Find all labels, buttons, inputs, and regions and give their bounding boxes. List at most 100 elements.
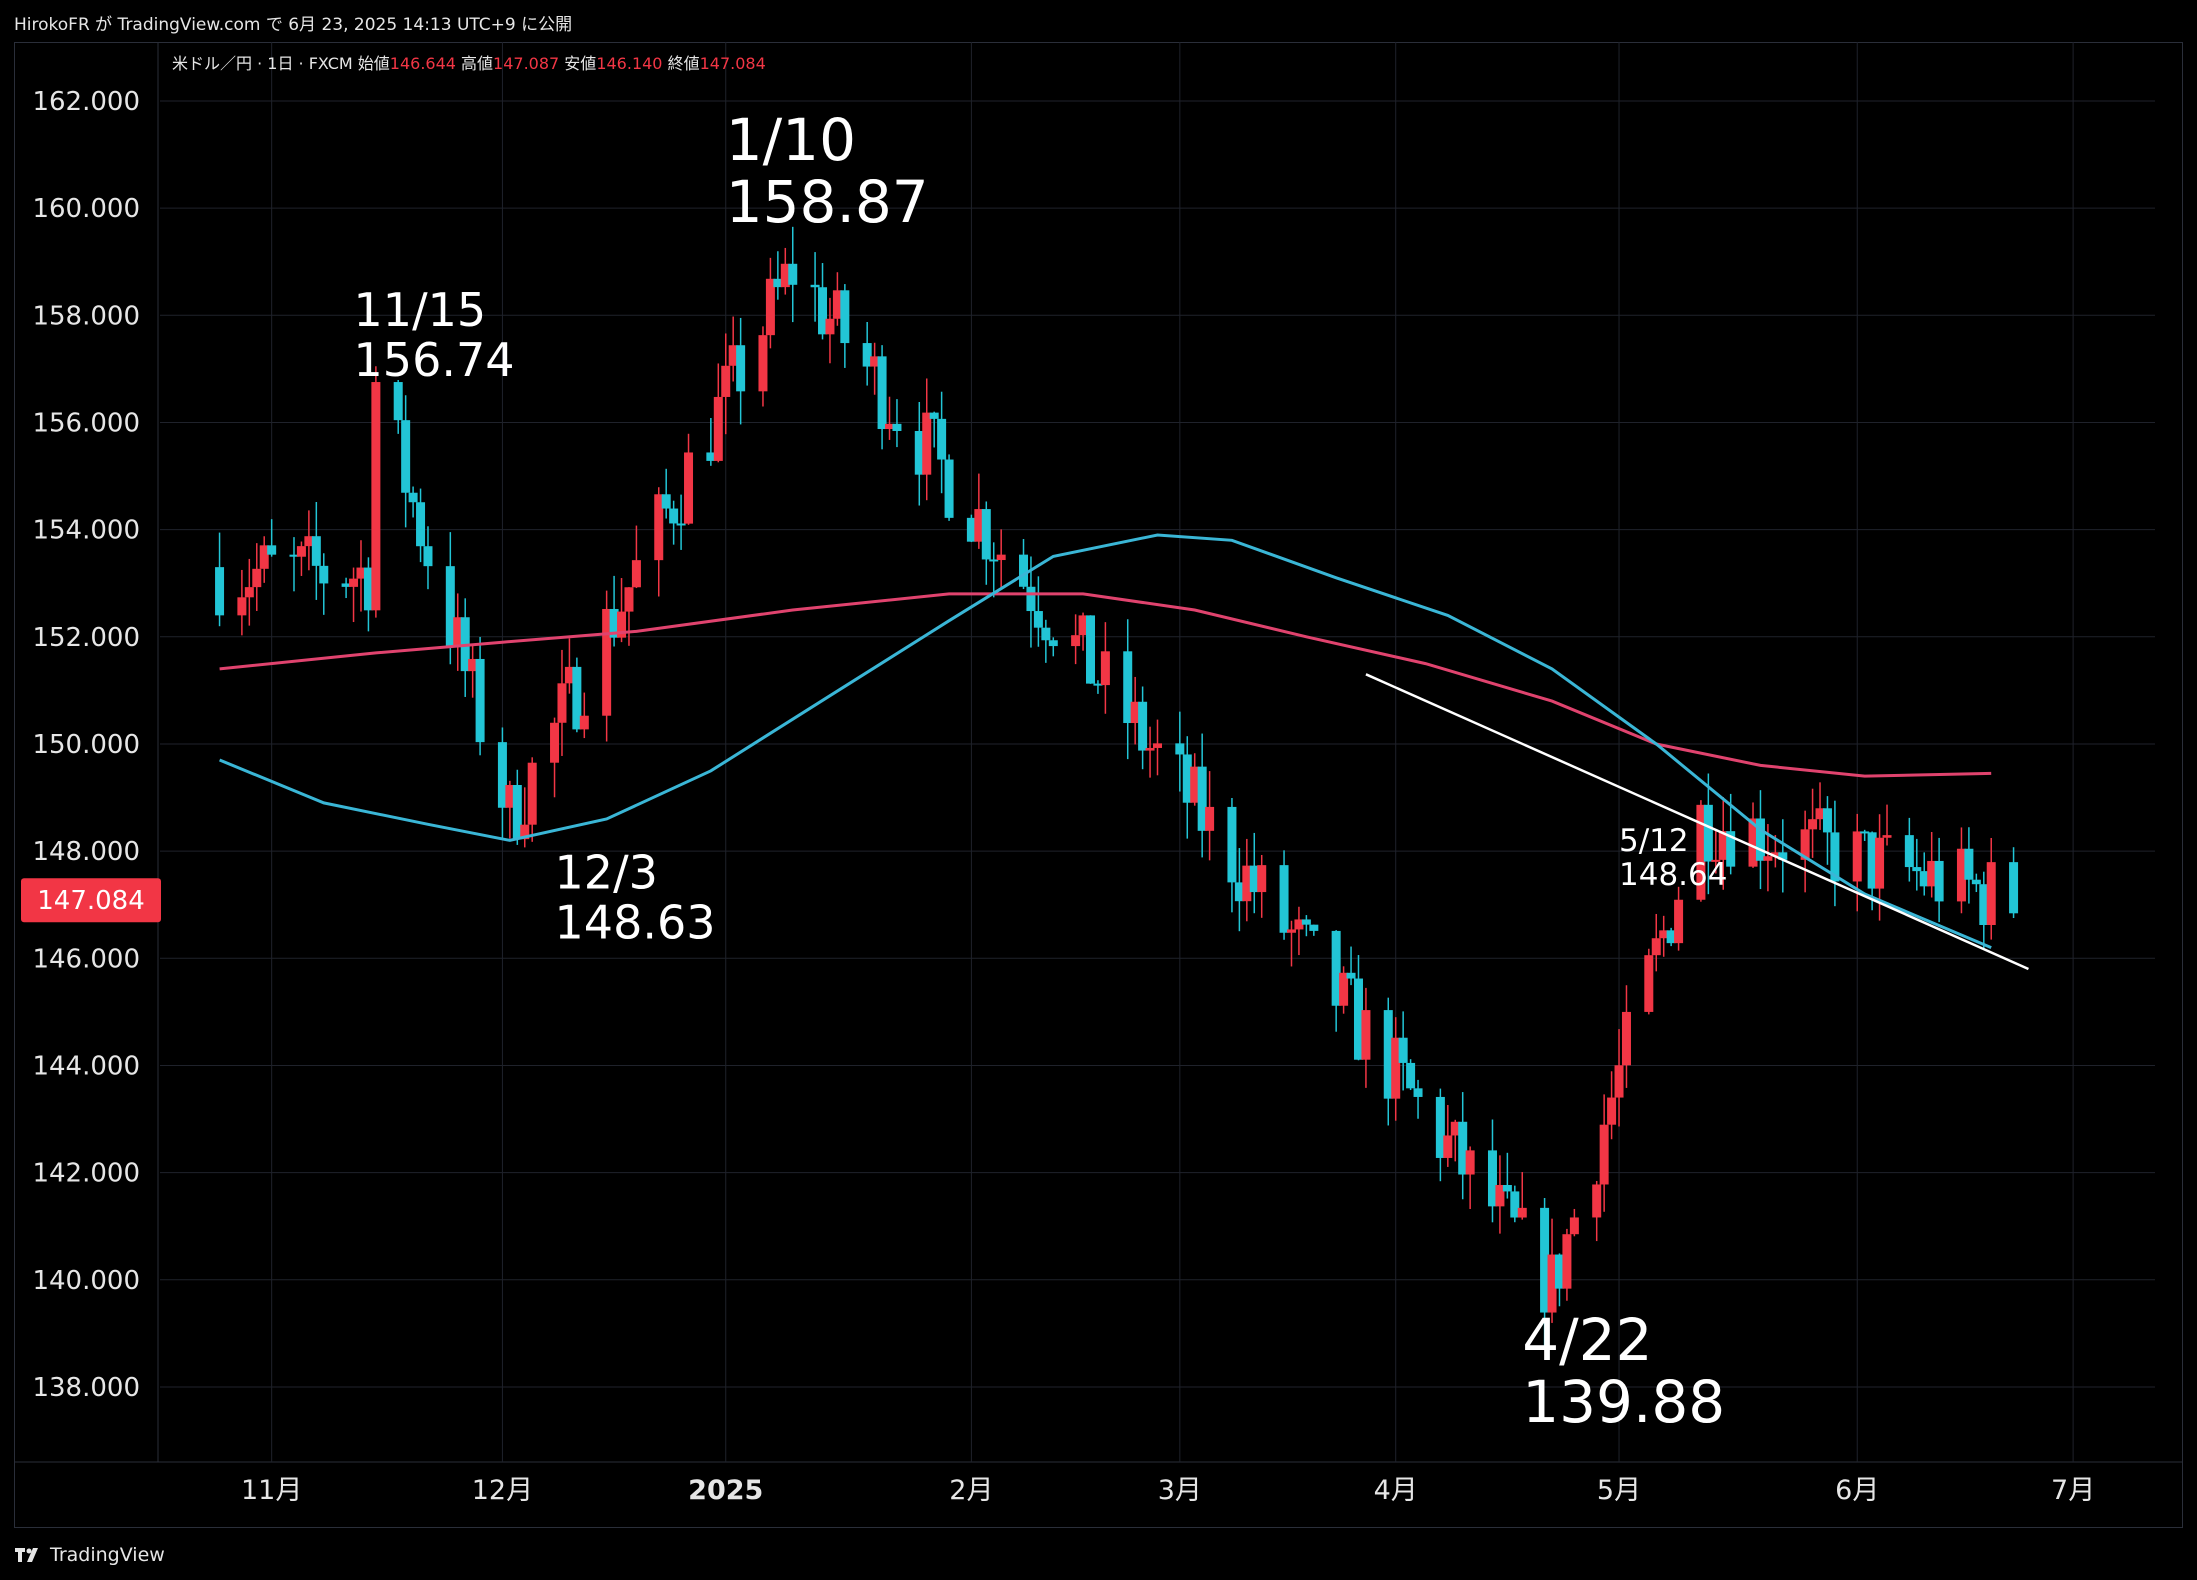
price-tick-label: 154.000 (32, 516, 140, 546)
candle-body (1666, 930, 1676, 944)
candle-body (989, 559, 999, 562)
candle (1674, 886, 1684, 951)
candle (579, 692, 589, 739)
candle (1718, 797, 1728, 890)
candle-body (1205, 806, 1215, 831)
candle-body (1249, 865, 1259, 893)
candle (944, 454, 954, 521)
candle-body (780, 263, 790, 288)
candle (1562, 1228, 1572, 1301)
moving-average-red (219, 592, 1992, 778)
candle (1547, 1218, 1557, 1323)
candle-body (765, 278, 775, 336)
candle (564, 638, 574, 694)
candle (1934, 837, 1944, 923)
legend-part: 147.087 (493, 54, 564, 73)
moving-averages (219, 533, 1992, 949)
candle (252, 543, 262, 611)
candle-body (1153, 743, 1162, 748)
tradingview-footer[interactable]: TradingView (14, 1540, 165, 1570)
candle (1860, 829, 1870, 842)
candle (341, 577, 351, 599)
candle (1964, 827, 1974, 904)
annotation-price: 156.74 (354, 333, 515, 387)
candle-body (1927, 860, 1937, 887)
legend-part: 146.644 (390, 54, 461, 73)
candle (1830, 800, 1840, 907)
candle (706, 417, 716, 466)
candle (423, 526, 433, 590)
candle (1242, 838, 1252, 922)
candle-body (832, 290, 842, 319)
candle (877, 345, 887, 450)
candle (356, 540, 366, 612)
candle (914, 402, 924, 506)
candle (1502, 1152, 1512, 1199)
candle (1815, 782, 1825, 830)
candle-body (512, 785, 522, 840)
candle-body (661, 494, 671, 509)
candle-body (393, 382, 403, 421)
candle-body (706, 452, 716, 461)
candle (989, 542, 999, 598)
candle (1331, 930, 1341, 1032)
legend-part: 147.084 (700, 54, 766, 73)
candle-body (1696, 804, 1706, 900)
annotation-price: 158.87 (726, 168, 929, 236)
candle-body (1956, 848, 1966, 902)
candle-body (1487, 1150, 1497, 1207)
candle-body (1964, 848, 1974, 880)
candle-body (609, 608, 619, 638)
candle-body (1048, 640, 1058, 647)
candle-body (617, 611, 627, 638)
candle (788, 226, 798, 323)
candle-body (319, 565, 329, 584)
candle (810, 252, 820, 322)
price-tick-label: 150.000 (32, 730, 140, 760)
candle (624, 587, 634, 646)
candle-body (1197, 766, 1207, 831)
candle (557, 649, 567, 756)
candle-body (1755, 818, 1765, 861)
candle-body (1413, 1088, 1423, 1097)
candle (1659, 915, 1669, 957)
candle (1986, 837, 1996, 940)
candle-body (1145, 747, 1155, 751)
candle-body (520, 824, 530, 840)
candle-body (1562, 1234, 1572, 1289)
candle-body (505, 785, 515, 808)
candle-body (1919, 871, 1929, 887)
candle-body (602, 608, 612, 716)
candle-body (713, 396, 723, 461)
candle-body (1651, 938, 1661, 956)
candle-body (557, 683, 567, 723)
candle (885, 396, 895, 440)
candle-body (1019, 554, 1029, 587)
candle (832, 272, 842, 326)
candle-body (1465, 1150, 1475, 1175)
ohlc-legend-text: 米ドル／円 · 1日 · FXCM 始値146.644 高値147.087 安値… (172, 54, 766, 73)
candle (1778, 819, 1788, 893)
candle (1912, 838, 1922, 891)
candle-body (669, 508, 679, 524)
candle (684, 433, 694, 525)
candle (892, 399, 902, 448)
candle-body (1592, 1184, 1602, 1218)
candle-body (1860, 831, 1870, 834)
candle-body (1071, 635, 1081, 647)
candle-body (1026, 586, 1036, 612)
candle-body (892, 423, 902, 431)
candle (304, 510, 314, 571)
tradingview-brand: TradingView (50, 1544, 165, 1566)
candle (676, 494, 686, 550)
candle (1621, 985, 1631, 1088)
candle-body (1339, 972, 1349, 1006)
price-tick-label: 142.000 (32, 1159, 140, 1189)
candle-body (311, 536, 321, 566)
publish-header: HirokoFR が TradingView.com で 6月 23, 2025… (0, 0, 2197, 42)
candle (1406, 1059, 1416, 1091)
annotation-date: 1/10 (726, 106, 856, 174)
candle (1041, 619, 1051, 663)
